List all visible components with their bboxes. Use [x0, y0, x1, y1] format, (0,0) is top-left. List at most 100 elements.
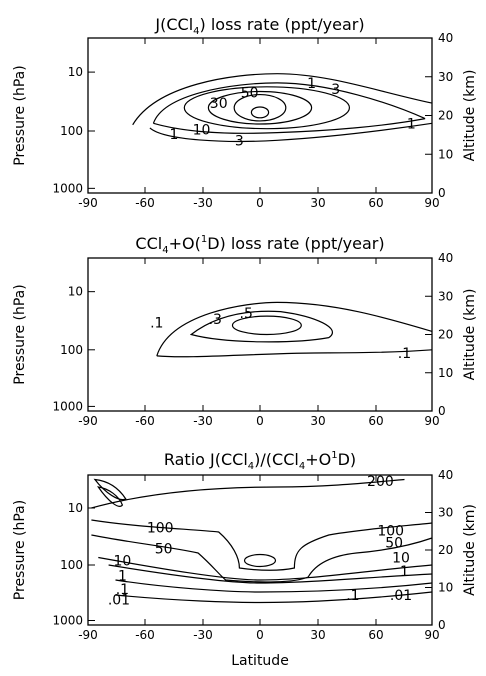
contour-label: 30	[210, 96, 228, 112]
contour-line	[233, 93, 287, 122]
x-tick-label: -90	[78, 628, 98, 642]
title-part: Ratio J(CCl	[164, 450, 248, 469]
x-tick-label: 30	[310, 628, 325, 642]
x-tick-label: 60	[368, 414, 383, 428]
contour-label: 10	[392, 551, 410, 567]
title-part: +O(	[169, 234, 201, 253]
contour-label: 1	[407, 116, 416, 132]
contour-line	[153, 118, 426, 134]
contour-line	[207, 90, 313, 125]
x-tick-label: 0	[256, 196, 264, 210]
x-tick-label: -60	[135, 196, 155, 210]
x-tick-label: 30	[310, 414, 325, 428]
contour-label: 100	[377, 524, 404, 540]
y-left-tick-label: 10	[68, 65, 83, 79]
title-part: 1	[331, 450, 337, 461]
y-right-tick-label: 10	[438, 366, 453, 380]
contour-label: .5	[240, 306, 253, 322]
title-part: D)	[338, 450, 357, 469]
y-left-tick-label: 1000	[52, 614, 83, 628]
panel-3: Ratio J(CCl4)/(CCl4+O1D) -90 -60 -30 0 30 60 90…	[12, 450, 478, 642]
contour-line	[156, 349, 433, 358]
title-part: D) loss rate (ppt/year)	[207, 234, 384, 253]
contour-line	[149, 122, 433, 143]
x-tick-label: 60	[368, 628, 383, 642]
contour-line	[91, 534, 433, 583]
y-left-tick-label: 100	[60, 124, 83, 138]
contour-label: .01	[390, 588, 412, 604]
x-tick-label: 90	[424, 414, 439, 428]
contour-line	[115, 591, 433, 604]
y-right-tick-label: 20	[438, 328, 453, 342]
contour-line	[250, 106, 270, 119]
y-right-tick-label: 10	[438, 581, 453, 595]
y-left-tick-label: 10	[68, 501, 83, 515]
contour-label: 3	[331, 82, 340, 98]
x-tick-label: -90	[78, 196, 98, 210]
y-right-tick-label: 20	[438, 109, 453, 123]
panel-2: CCl4+O(1D) loss rate (ppt/year) -90 -60 -30…	[12, 234, 478, 428]
title-part: J(CCl	[154, 15, 193, 34]
contour-label: .1	[116, 582, 129, 598]
contour-line	[115, 579, 433, 593]
title-part: 4	[248, 461, 254, 472]
y-left-tick-label: 10	[68, 285, 83, 299]
contour-line	[97, 486, 124, 507]
x-tick-label: 90	[424, 196, 439, 210]
contour-label: 200	[367, 474, 394, 490]
y-left-axis-title: Pressure (hPa)	[12, 284, 28, 384]
y-right-tick-label: 20	[438, 543, 453, 557]
x-tick-label: -30	[193, 628, 213, 642]
panel-title: Ratio J(CCl4)/(CCl4+O1D)	[164, 450, 356, 472]
y-left-axis-title: Pressure (hPa)	[12, 65, 28, 165]
y-right-axis-title: Altitude (km)	[462, 504, 478, 596]
contour-label: 1	[307, 76, 316, 92]
contour-label: 100	[147, 521, 174, 537]
y-left-tick-label: 1000	[52, 181, 83, 195]
x-tick-label: -60	[135, 628, 155, 642]
y-right-axis-title: Altitude (km)	[462, 70, 478, 162]
panel-1: J(CCl4) loss rate (ppt/year)-90 -60 -30 0 30…	[12, 15, 478, 210]
contour-label: 10	[193, 122, 211, 138]
contour-line	[183, 86, 351, 130]
contour-label: .1	[398, 346, 411, 362]
y-left-tick-label: 1000	[52, 399, 83, 413]
title-part: 1	[201, 234, 207, 245]
panel-title: J(CCl4) loss rate (ppt/year)	[154, 15, 364, 37]
contour-label: 50	[241, 85, 259, 101]
y-right-tick-label: 10	[438, 147, 453, 161]
y-right-tick-label: 0	[438, 618, 446, 632]
y-right-tick-label: 40	[438, 251, 453, 265]
title-part: ) loss rate (ppt/year)	[200, 15, 365, 34]
title-part: )/(CCl	[254, 450, 299, 469]
y-right-tick-label: 0	[438, 404, 446, 418]
y-right-tick-label: 30	[438, 506, 453, 520]
title-part: 4	[193, 26, 199, 37]
contour-label: .1	[346, 588, 359, 604]
contour-line	[93, 478, 127, 501]
contour-label: .1	[150, 315, 163, 331]
x-tick-label: 30	[310, 196, 325, 210]
contour-label: 50	[385, 536, 403, 552]
contour-line	[108, 564, 433, 584]
contour-label: .3	[209, 312, 222, 328]
contour-line	[243, 553, 277, 568]
title-part: 4	[162, 245, 168, 256]
contour-line	[132, 73, 433, 126]
x-tick-label: 90	[424, 628, 439, 642]
y-right-tick-label: 40	[438, 31, 453, 45]
y-right-axis-title: Altitude (km)	[462, 289, 478, 381]
title-part: 4	[299, 461, 305, 472]
y-right-tick-label: 40	[438, 468, 453, 482]
contour-label: 3	[235, 133, 244, 149]
contour-line	[231, 315, 302, 336]
y-left-tick-label: 100	[60, 558, 83, 572]
y-right-tick-label: 30	[438, 70, 453, 84]
contour-line	[156, 301, 433, 357]
contour-label: 50	[155, 542, 173, 558]
contour-label: 1	[118, 569, 127, 585]
x-tick-label: 60	[368, 196, 383, 210]
panel-title: CCl4+O(1D) loss rate (ppt/year)	[135, 234, 384, 256]
y-right-tick-label: 30	[438, 289, 453, 303]
contour-line	[152, 82, 426, 124]
